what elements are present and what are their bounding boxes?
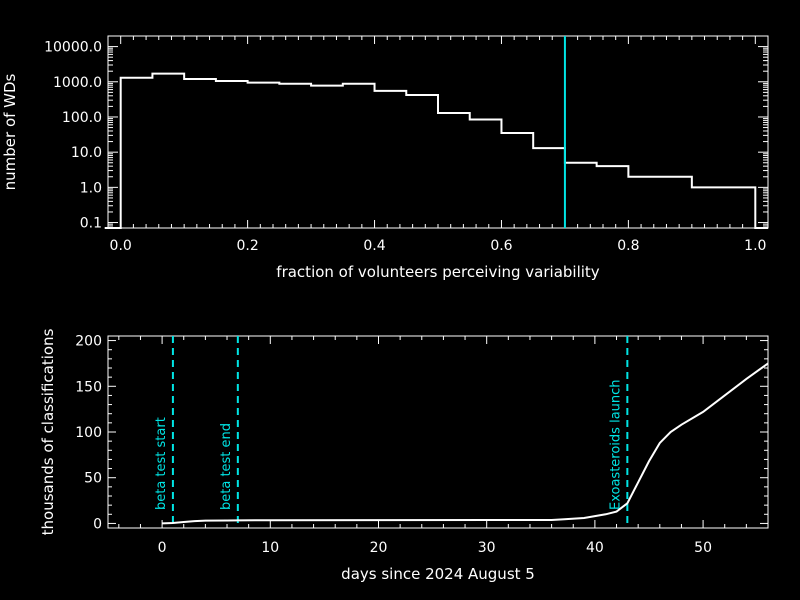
classifications-y-tick-label: 0 xyxy=(93,516,102,532)
histogram-y-tick-label: 1000.0 xyxy=(53,75,102,91)
histogram-step-line xyxy=(104,72,768,229)
classifications-x-tick-label: 50 xyxy=(694,540,712,556)
classifications-y-tick-label: 150 xyxy=(75,379,102,395)
classifications-x-tick-label: 10 xyxy=(261,540,279,556)
histogram-y-tick-label: 10.0 xyxy=(71,145,102,161)
histogram-y-axis-label: number of WDs xyxy=(1,73,19,190)
classifications-y-tick-label: 50 xyxy=(84,471,102,487)
classifications-x-tick-label: 0 xyxy=(158,540,167,556)
histogram-y-tick-label: 0.1 xyxy=(80,216,102,232)
histogram-x-tick-label: 0.2 xyxy=(236,238,258,254)
classifications-x-tick-label: 30 xyxy=(478,540,496,556)
histogram-panel: 0.0 0.2 0.4 0.6 0.8 1.0 0.1 1.0 10.0 100.0 1000.0… xyxy=(1,35,769,281)
histogram-x-tick-label: 0.4 xyxy=(363,238,385,254)
classifications-y-tick-label: 200 xyxy=(75,334,102,350)
classifications-x-tick-label: 40 xyxy=(586,540,604,556)
event-marker-label: beta test start xyxy=(154,417,169,510)
classifications-y-tick-label: 100 xyxy=(75,425,102,441)
histogram-y-tick-label: 10000.0 xyxy=(44,40,102,56)
event-annotations: beta test start beta test end Exoasteroids… xyxy=(154,336,629,528)
event-marker-label: beta test end xyxy=(219,423,234,510)
histogram-x-axis-label: fraction of volunteers perceiving variab… xyxy=(276,263,600,281)
classifications-ticks xyxy=(108,336,769,528)
histogram-y-tick-label: 100.0 xyxy=(62,110,102,126)
classifications-y-tick-labels: 0 50 100 150 200 xyxy=(75,334,102,533)
histogram-ticks xyxy=(108,35,768,229)
classifications-line xyxy=(162,362,769,525)
classifications-x-axis-label: days since 2024 August 5 xyxy=(341,565,535,583)
histogram-y-tick-label: 1.0 xyxy=(80,180,102,196)
histogram-x-tick-label: 0.6 xyxy=(490,238,512,254)
classifications-x-tick-label: 20 xyxy=(370,540,388,556)
histogram-x-tick-label: 0.0 xyxy=(110,238,132,254)
histogram-x-tick-labels: 0.0 0.2 0.4 0.6 0.8 1.0 xyxy=(110,238,767,254)
histogram-y-tick-labels: 0.1 1.0 10.0 100.0 1000.0 10000.0 xyxy=(44,40,102,232)
histogram-x-tick-label: 0.8 xyxy=(617,238,639,254)
classifications-panel: 0 10 20 30 40 50 0 50 100 150 200 beta test start… xyxy=(39,328,769,583)
histogram-x-tick-label: 1.0 xyxy=(744,238,766,254)
classifications-y-axis-label: thousands of classifications xyxy=(39,328,57,535)
event-marker-label: Exoasteroids launch xyxy=(608,379,623,510)
classifications-x-tick-labels: 0 10 20 30 40 50 xyxy=(158,540,712,556)
